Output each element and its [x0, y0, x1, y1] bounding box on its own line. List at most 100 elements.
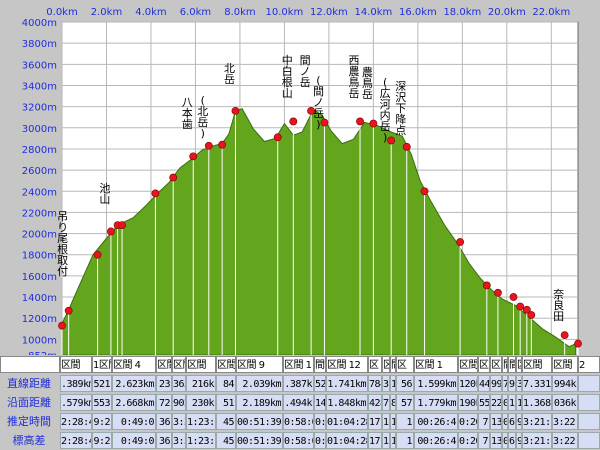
table-column-header: 区 — [368, 356, 382, 373]
y-tick-label: 3200m — [22, 103, 57, 114]
table-column-header: 区間 — [186, 356, 216, 373]
peak-label-char: 田 — [553, 310, 564, 323]
y-tick-label: 2600m — [22, 166, 57, 177]
table-cell: 44 — [478, 375, 490, 392]
table-cell: 1 — [390, 413, 396, 430]
waypoint-marker — [574, 339, 582, 348]
table-cell: 72 — [156, 394, 172, 411]
table-cell: 22 — [490, 394, 502, 411]
table-cell: .387k — [283, 375, 314, 392]
peak-label: 池山 — [99, 182, 110, 206]
table-cell: 7 — [502, 375, 508, 392]
table-cell: 1 — [396, 432, 414, 449]
y-tick-label: 3400m — [22, 81, 57, 92]
table-cell: 521 — [92, 375, 112, 392]
table-cell: 363 — [172, 375, 186, 392]
table-cell: 036k — [552, 394, 578, 411]
table-cell: 9:2 — [92, 413, 112, 430]
peak-label: 北岳 — [224, 62, 235, 86]
table-cell: 902 — [172, 394, 186, 411]
peak-label-char: ( — [383, 76, 387, 89]
table-cell: 0:49:0 — [112, 432, 156, 449]
table-column-header: 1区間 — [92, 356, 112, 373]
y-tick-label: 1000m — [22, 335, 57, 346]
table-cell: 9 — [516, 413, 522, 430]
waypoint-marker — [402, 142, 411, 151]
table-cell: .579km — [60, 394, 92, 411]
y-tick-label: 1200m — [22, 314, 57, 325]
y-tick-label: 3800m — [22, 39, 57, 50]
table-cell: 0:49:0 — [112, 413, 156, 430]
peak-label-char: 内 — [380, 108, 391, 122]
y-tick-label: 852m — [28, 351, 57, 355]
table-row-label: 推定時間 — [7, 415, 51, 428]
table-cell: 0:58:0 — [283, 432, 314, 449]
peak-label-char: 下 — [395, 102, 406, 115]
waypoint-drop-lines — [61, 110, 579, 355]
table-cell: 3:22:0 — [552, 413, 578, 430]
peak-label-char: 奈 — [553, 287, 564, 301]
table-column-header: 間 — [390, 356, 396, 373]
waypoint-marker — [527, 311, 536, 319]
table-cell: 13 — [382, 413, 390, 430]
waypoint-marker — [118, 221, 126, 230]
table-cell: 8 — [390, 394, 396, 411]
waypoint-marker — [420, 187, 429, 196]
table-cell: 120k — [458, 375, 478, 392]
table-cell: 2:28:4 — [60, 413, 92, 430]
waypoint-marker — [494, 288, 502, 297]
waypoint-marker — [189, 152, 198, 161]
peak-label-char: 農 — [362, 65, 373, 79]
table-cell: 17: — [368, 432, 382, 449]
table-cell: 01:04:28 — [326, 432, 368, 449]
x-tick-label: 2.0km — [91, 7, 122, 18]
y-tick-label: 1600m — [22, 272, 57, 283]
table-cell: 33 — [382, 375, 390, 392]
table-column-header: 区間 1 — [283, 356, 314, 373]
table-cell: 6 — [508, 432, 516, 449]
table-cell: .389km — [60, 375, 92, 392]
waypoint-marker — [64, 306, 73, 315]
peak-label-char: 尾 — [57, 232, 68, 245]
x-tick-label: 4.0km — [135, 7, 166, 18]
table-cell: .494k — [283, 394, 314, 411]
table-cell: 45 — [216, 413, 236, 430]
peak-label: (北岳) — [197, 94, 208, 140]
table-cell: 36 — [156, 413, 172, 430]
peak-label-char: 間 — [300, 54, 311, 67]
table-column-header: 区間 — [522, 356, 552, 373]
table-column-header: 区間 — [172, 356, 186, 373]
peak-label-char: ( — [316, 74, 320, 87]
table-row-label: 沿面距離 — [7, 396, 51, 409]
peak-label: 農鳥岳 — [362, 65, 373, 101]
table-cell: 9:2 — [92, 432, 112, 449]
table-column-header: 間 — [314, 356, 326, 373]
waypoint-marker — [289, 117, 298, 126]
table-column-header: 区 — [396, 356, 414, 373]
peak-label: 奈良田 — [553, 287, 564, 323]
table-cell: 75 — [382, 394, 390, 411]
waypoint-marker — [231, 106, 240, 115]
peak-label-char: 岳 — [380, 120, 391, 133]
peak-label-char: 吊 — [57, 210, 68, 223]
x-tick-label: 8.0km — [224, 7, 255, 18]
table-cell: 9 — [516, 432, 522, 449]
table-cell: 00:51:39 — [236, 432, 283, 449]
table-cell — [578, 432, 600, 449]
table-column-header: 区間 1 — [414, 356, 458, 373]
table-cell: 1:23:2 — [186, 432, 216, 449]
waypoint-marker — [58, 321, 66, 330]
table-cell: 3:22:0 — [552, 432, 578, 449]
peak-label-char: 西 — [349, 54, 360, 67]
peak-label-char: 降 — [395, 112, 406, 126]
table-cell: 521 — [314, 375, 326, 392]
table-cell: 55 — [478, 394, 490, 411]
table-cell: 36 — [156, 432, 172, 449]
peak-label: (間ノ岳) — [313, 74, 324, 131]
y-tick-label: 3000m — [22, 124, 57, 135]
waypoint-marker — [307, 106, 316, 115]
waypoint-marker — [273, 133, 282, 142]
